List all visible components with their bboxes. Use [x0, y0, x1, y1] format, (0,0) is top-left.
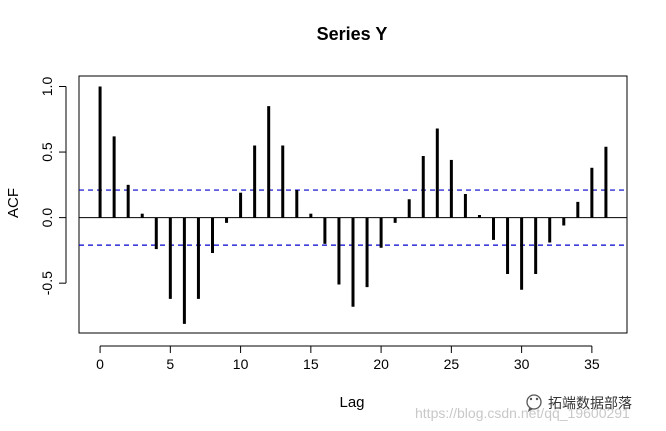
x-tick-label: 25	[444, 356, 460, 372]
y-axis: -0.5 0.0 0.5 1.0	[39, 77, 67, 295]
x-axis: 0 5 10 15 20 25 30 35	[96, 345, 600, 372]
watermark: https://blog.csdn.net/qq_19600291 拓端数据部落	[415, 394, 632, 421]
chart-title: Series Y	[317, 24, 388, 44]
x-tick-label: 10	[233, 356, 249, 372]
y-tick-label: 0.5	[39, 142, 55, 162]
watermark-brand: 拓端数据部落	[548, 396, 632, 412]
x-axis-label: Lag	[339, 394, 364, 411]
y-axis-label: ACF	[5, 188, 22, 218]
x-tick-label: 15	[303, 356, 319, 372]
y-tick-label: 0.0	[39, 208, 55, 228]
x-tick-label: 5	[166, 356, 174, 372]
x-tick-label: 0	[96, 356, 104, 372]
x-tick-label: 35	[584, 356, 600, 372]
y-tick-label: -0.5	[39, 271, 55, 295]
x-tick-label: 20	[373, 356, 389, 372]
y-tick-label: 1.0	[39, 77, 55, 97]
watermark-url: https://blog.csdn.net/qq_19600291	[415, 405, 630, 421]
plot-frame	[78, 75, 628, 334]
x-tick-label: 30	[514, 356, 530, 372]
wechat-logo-icon	[526, 394, 542, 412]
